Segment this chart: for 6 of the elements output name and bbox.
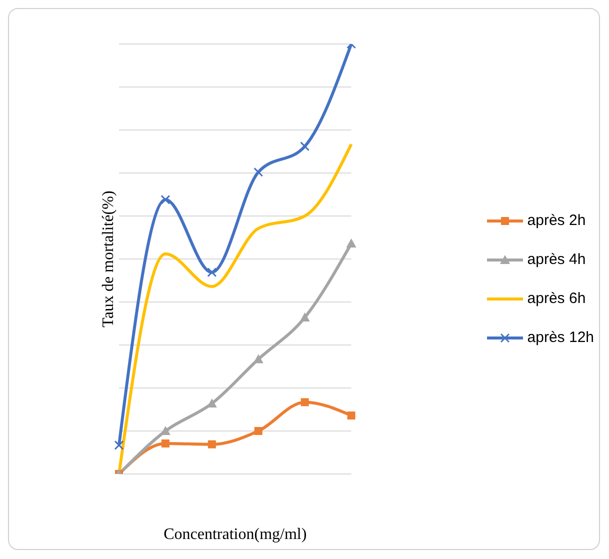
y-axis-title: Taux de mortalité(%) bbox=[100, 190, 117, 328]
x-axis-title: Concentration(mg/ml) bbox=[164, 526, 307, 543]
legend-label: après 6h bbox=[527, 290, 586, 307]
legend-label: après 4h bbox=[527, 251, 586, 268]
legend-label: après 12h bbox=[527, 329, 594, 346]
legend-label: après 2h bbox=[527, 212, 586, 229]
